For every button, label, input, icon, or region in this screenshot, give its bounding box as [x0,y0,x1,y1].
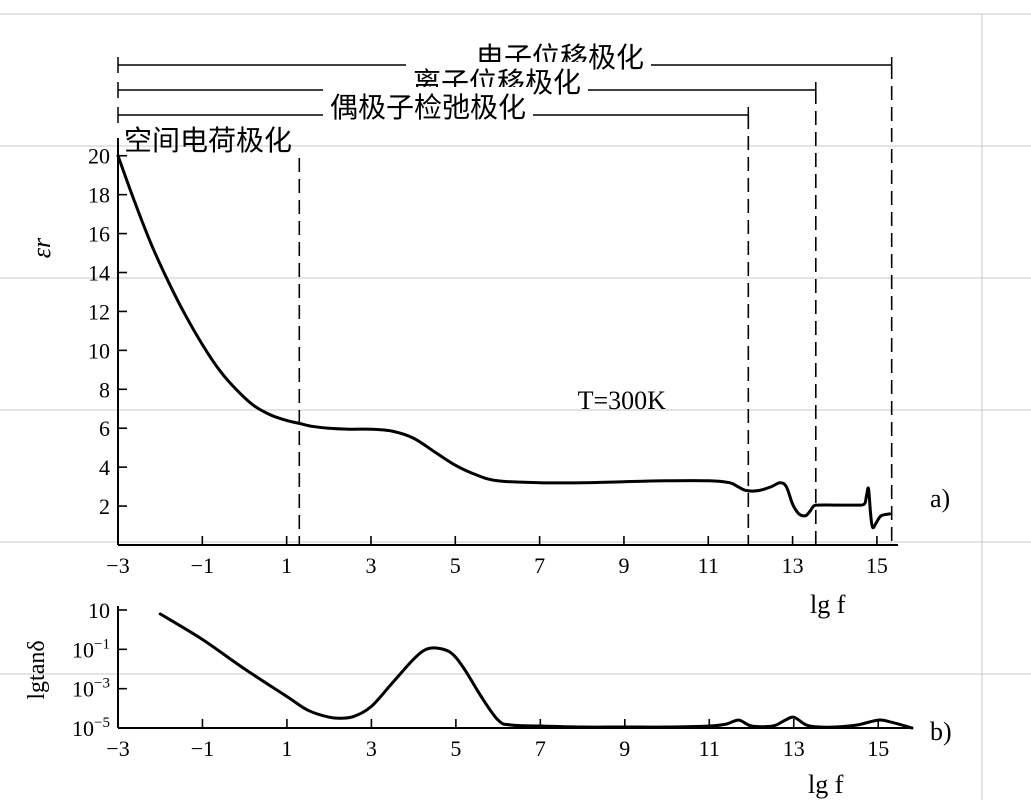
y-ticks-b: 10 10−1 10−3 10−5 [72,598,127,741]
mechanism-label: 空间电荷极化 [124,124,292,157]
y-axis-label-a: εr [27,237,56,258]
x-tick-label-a: 11 [698,553,719,578]
x-tick-label-b: 15 [867,736,889,761]
x-ticks-a: −3 −1 1 3 5 7 9 11 13 15 [106,536,888,578]
x-tick-label-a: 7 [534,553,545,578]
x-tick-label-b: −3 [106,736,129,761]
y-tick-label-b: 10−3 [72,676,110,702]
y-tick-label-b: 10−1 [72,636,110,662]
x-tick-label-b: 5 [450,736,461,761]
temperature-annotation: T=300K [578,386,667,415]
y-tick-label-a: 16 [88,222,110,247]
y-ticks-a: 2 4 6 8 10 12 14 16 18 20 [88,144,127,519]
y-tick-label-b: 10 [88,598,110,623]
x-tick-label-a: 15 [866,553,888,578]
y-tick-label-a: 12 [88,299,110,324]
mechanism-label-bg [323,87,533,121]
y-tick-label-a: 20 [88,144,110,169]
x-tick-label-b: 3 [366,736,377,761]
y-tick-label-b: 10−5 [72,715,110,741]
panel-label-b: b) [930,717,952,746]
x-tick-label-a: −3 [106,553,129,578]
x-tick-label-b: 9 [619,736,630,761]
loss-tangent-curve [158,612,914,730]
axes-a [117,138,898,546]
x-tick-label-b: −1 [191,736,214,761]
x-tick-label-b: 7 [535,736,546,761]
permittivity-curve [116,154,892,530]
panel-label-a: a) [930,484,950,513]
x-tick-label-a: 1 [281,553,292,578]
x-tick-label-a: 9 [618,553,629,578]
axes-b [117,606,912,729]
x-tick-label-a: 3 [365,553,376,578]
y-axis-label-b: lgtanδ [24,640,50,699]
mechanism-boundaries [298,65,893,545]
background-lines [0,13,1031,800]
x-axis-label-b: lg f [808,770,844,799]
x-tick-label-a: 13 [782,553,804,578]
y-tick-label-a: 10 [88,338,110,363]
y-tick-label-a: 18 [88,183,110,208]
y-tick-label-a: 4 [99,455,110,480]
x-tick-label-b: 1 [281,736,292,761]
y-tick-label-a: 2 [99,494,110,519]
y-tick-label-a: 8 [99,377,110,402]
x-tick-label-a: 5 [450,553,461,578]
x-tick-label-b: 13 [783,736,805,761]
x-ticks-b: −3 −1 1 3 5 7 9 11 13 15 [106,719,889,761]
x-tick-label-b: 11 [699,736,720,761]
mechanism-label: 偶极子检弛极化 [330,91,526,124]
y-tick-label-a: 6 [99,416,110,441]
y-tick-label-a: 14 [88,261,110,286]
x-tick-label-a: −1 [191,553,214,578]
x-axis-label-a: lg f [810,590,846,619]
